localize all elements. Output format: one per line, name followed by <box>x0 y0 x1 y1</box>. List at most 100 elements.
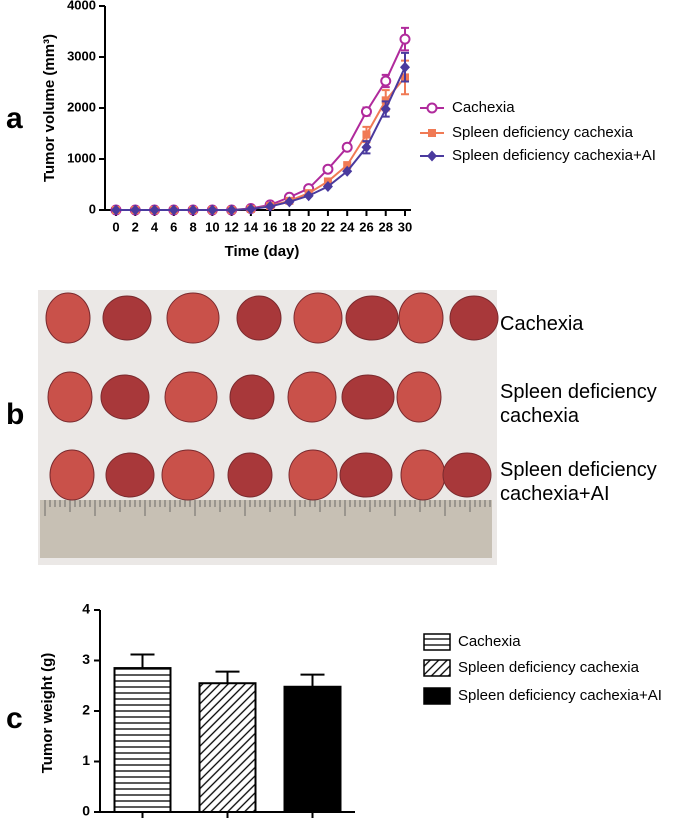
bar <box>198 682 257 813</box>
tumor <box>236 295 282 341</box>
tumor <box>398 292 444 344</box>
tumor <box>345 295 399 341</box>
y-tick-label: 1000 <box>67 150 96 165</box>
tumor <box>105 452 155 498</box>
y-tick-label: 3 <box>82 651 90 667</box>
legend-swatch <box>423 659 451 677</box>
marker <box>342 165 353 177</box>
tumor <box>293 292 343 344</box>
series-line <box>116 76 406 211</box>
x-tick-label: 14 <box>244 219 259 234</box>
y-tick-label: 4000 <box>67 0 96 12</box>
marker <box>188 204 199 216</box>
x-axis-label: Time (day) <box>225 243 300 260</box>
tumor <box>102 295 152 341</box>
legend-label: Cachexia <box>458 633 521 650</box>
tumor <box>400 449 446 501</box>
tumor <box>164 371 218 423</box>
marker <box>111 204 121 216</box>
tumor <box>166 292 220 344</box>
marker <box>226 204 237 216</box>
tumor <box>49 449 95 501</box>
marker <box>362 130 371 139</box>
legend-label: Spleen deficiency cachexia+AI <box>458 687 662 704</box>
x-tick-label: 30 <box>398 219 412 234</box>
marker <box>399 33 411 45</box>
tumor <box>229 374 275 420</box>
marker <box>322 163 334 175</box>
marker <box>322 181 333 193</box>
legend-label: Cachexia <box>452 99 515 116</box>
marker <box>341 141 353 153</box>
photo-row-label: Cachexia <box>500 313 584 335</box>
tumor <box>161 449 215 501</box>
y-axis-label: Tumor weight (g) <box>39 653 56 774</box>
marker <box>130 204 141 216</box>
photo-row-label: Spleen deficiency cachexia <box>500 381 657 427</box>
marker <box>380 103 391 115</box>
marker <box>360 106 372 118</box>
marker <box>265 200 276 212</box>
x-tick-label: 18 <box>282 219 296 234</box>
y-tick-label: 0 <box>82 803 90 818</box>
legend-marker <box>426 102 438 114</box>
bar <box>113 667 172 814</box>
legend-swatch <box>423 687 451 705</box>
marker <box>303 190 314 202</box>
marker <box>284 196 295 208</box>
marker <box>361 141 372 153</box>
error-bar <box>130 653 155 669</box>
tumor <box>449 295 499 341</box>
x-tick-label: 28 <box>378 219 392 234</box>
x-tick-label: 12 <box>224 219 238 234</box>
legend-marker <box>427 150 437 162</box>
x-tick-label: 16 <box>263 219 277 234</box>
y-tick-label: 2000 <box>67 99 96 114</box>
y-tick-label: 3000 <box>67 48 96 63</box>
x-tick-label: 10 <box>205 219 219 234</box>
tumor <box>227 452 273 498</box>
x-tick-label: 0 <box>112 219 119 234</box>
tumor <box>287 371 337 423</box>
legend-swatch <box>423 633 451 651</box>
photo-row-label: Spleen deficiency cachexia+AI <box>500 459 657 505</box>
x-tick-label: 8 <box>189 219 196 234</box>
y-axis-label: Tumor volume (mm³) <box>41 34 58 182</box>
legend-marker <box>428 129 436 137</box>
tumor <box>288 449 338 501</box>
tumor-photo <box>38 290 499 565</box>
x-tick-label: 4 <box>151 219 159 234</box>
legend-label: Spleen deficiency cachexia+AI <box>452 147 656 164</box>
marker <box>207 204 218 216</box>
bar <box>283 685 342 814</box>
legend-label: Spleen deficiency cachexia <box>452 124 634 141</box>
marker <box>343 161 352 170</box>
series-line <box>116 66 406 211</box>
marker <box>168 204 179 216</box>
marker <box>400 61 410 73</box>
y-tick-label: 4 <box>82 601 90 617</box>
tumor <box>339 452 393 498</box>
marker <box>245 203 256 215</box>
tumor <box>100 374 150 420</box>
x-tick-label: 24 <box>340 219 355 234</box>
x-tick-label: 26 <box>359 219 373 234</box>
y-tick-label: 1 <box>82 752 90 768</box>
tumor <box>45 292 91 344</box>
marker <box>149 204 160 216</box>
y-tick-label: 2 <box>82 702 90 718</box>
error-bar <box>215 670 240 684</box>
tumor <box>442 452 492 498</box>
tumor <box>341 374 395 420</box>
panel-label: c <box>6 702 23 735</box>
x-tick-label: 2 <box>132 219 139 234</box>
y-tick-label: 0 <box>89 201 96 216</box>
x-tick-label: 20 <box>301 219 315 234</box>
tumor <box>47 371 93 423</box>
tumor <box>396 371 442 423</box>
error-bar <box>300 673 325 687</box>
x-tick-label: 6 <box>170 219 177 234</box>
series-line <box>116 38 406 211</box>
